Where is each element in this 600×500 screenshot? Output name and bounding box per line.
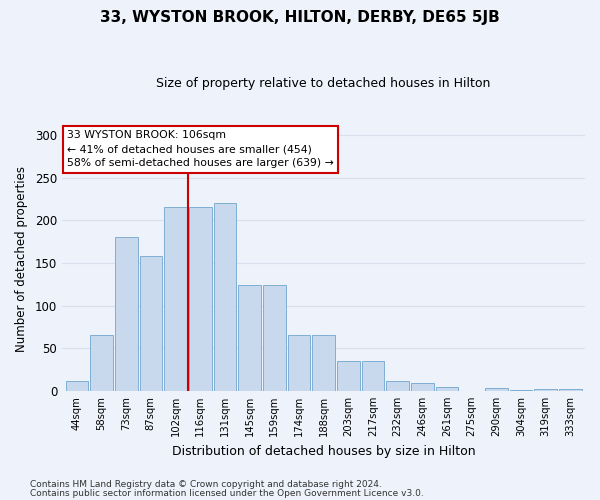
Bar (509, 390, 532, 391)
Bar (337, 361, 359, 391)
Bar (115, 238, 137, 391)
Bar (559, 389, 581, 391)
Bar (214, 203, 236, 391)
Text: Contains HM Land Registry data © Crown copyright and database right 2024.: Contains HM Land Registry data © Crown c… (30, 480, 382, 489)
X-axis label: Distribution of detached houses by size in Hilton: Distribution of detached houses by size … (172, 444, 475, 458)
Title: Size of property relative to detached houses in Hilton: Size of property relative to detached ho… (157, 78, 491, 90)
Bar (287, 336, 310, 391)
Text: 33, WYSTON BROOK, HILTON, DERBY, DE65 5JB: 33, WYSTON BROOK, HILTON, DERBY, DE65 5J… (100, 10, 500, 25)
Bar (362, 361, 384, 391)
Text: Contains public sector information licensed under the Open Government Licence v3: Contains public sector information licen… (30, 490, 424, 498)
Bar (65, 380, 88, 391)
Bar (312, 336, 335, 391)
Bar (436, 386, 458, 391)
Bar (189, 208, 212, 391)
Bar (140, 256, 162, 391)
Text: 33 WYSTON BROOK: 106sqm
← 41% of detached houses are smaller (454)
58% of semi-d: 33 WYSTON BROOK: 106sqm ← 41% of detache… (67, 130, 334, 168)
Bar (90, 336, 113, 391)
Bar (164, 208, 187, 391)
Bar (263, 285, 286, 391)
Bar (238, 285, 261, 391)
Bar (534, 389, 557, 391)
Bar (386, 380, 409, 391)
Bar (411, 384, 434, 391)
Y-axis label: Number of detached properties: Number of detached properties (15, 166, 28, 352)
Bar (485, 388, 508, 391)
